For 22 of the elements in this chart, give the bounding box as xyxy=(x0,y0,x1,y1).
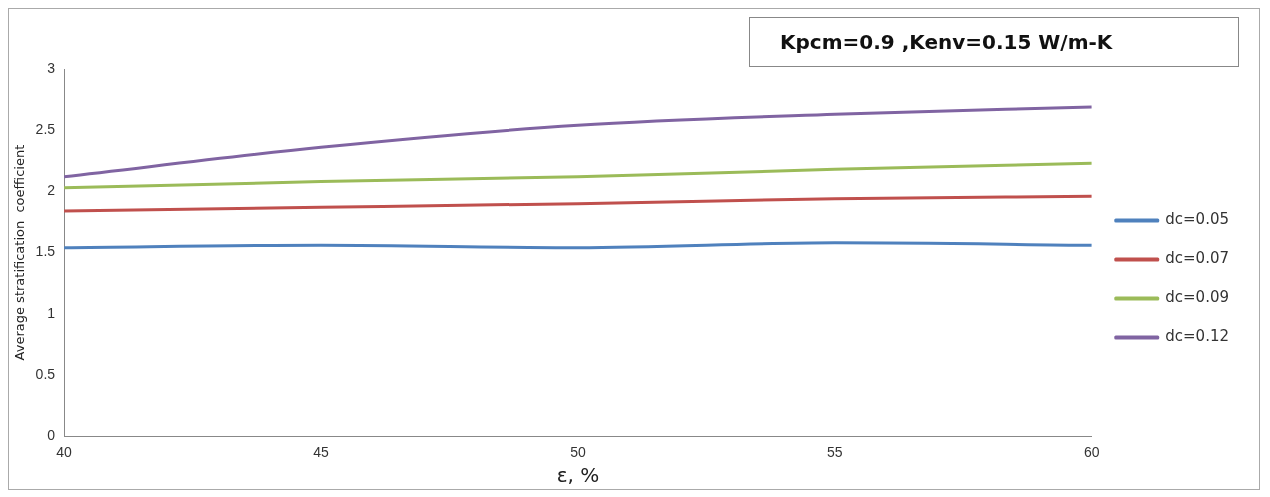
y-tick-label: 2.5 xyxy=(35,121,56,138)
x-tick-label: 50 xyxy=(570,444,586,461)
line-series xyxy=(64,105,1092,179)
y-tick-label: 1.5 xyxy=(35,243,56,260)
y-tick-label: 0.5 xyxy=(35,365,56,382)
x-tick-label: 55 xyxy=(827,444,843,461)
line-series xyxy=(64,194,1092,213)
legend-label: dc=0.05 xyxy=(1165,210,1230,229)
chart-title: Kpcm=0.9 ,Kenv=0.15 W/m-K xyxy=(749,17,1239,67)
x-axis-title: ε, % xyxy=(556,463,600,488)
x-tick-label: 45 xyxy=(313,444,329,461)
line-series xyxy=(64,161,1092,190)
legend-label: dc=0.09 xyxy=(1165,288,1230,307)
x-tick-label: 40 xyxy=(56,444,73,461)
y-tick-label: 3 xyxy=(47,59,56,76)
y-axis-title: Average stratification coefficient xyxy=(12,144,28,361)
x-tick-label: 60 xyxy=(1083,444,1100,461)
y-tick-label: 0 xyxy=(47,427,56,444)
y-tick-label: 2 xyxy=(47,182,56,199)
legend-label: dc=0.12 xyxy=(1165,327,1230,346)
y-tick-label: 1 xyxy=(47,304,56,321)
legend-label: dc=0.07 xyxy=(1165,249,1230,268)
